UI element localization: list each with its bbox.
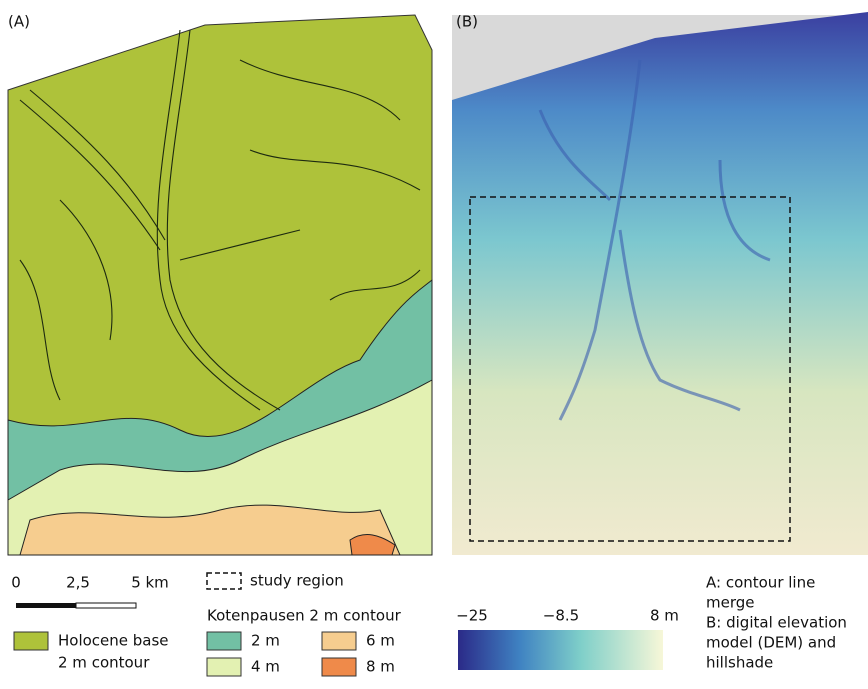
legend-swatch bbox=[207, 632, 241, 650]
colorbar-tick-label: 8 m bbox=[650, 607, 679, 625]
panel-a-map bbox=[8, 15, 432, 555]
colorbar-tick-label: −25 bbox=[456, 607, 488, 625]
scale-bar bbox=[76, 603, 136, 608]
legend-swatch bbox=[207, 658, 241, 676]
panel-label: (A) bbox=[8, 13, 30, 31]
panel-b-map bbox=[452, 12, 868, 555]
colorbar-tick-label: −8.5 bbox=[543, 607, 579, 625]
legend-swatch bbox=[322, 658, 356, 676]
caption: hillshade bbox=[706, 654, 773, 672]
scale-label: 2,5 bbox=[66, 574, 90, 592]
panel-label: (B) bbox=[456, 13, 478, 31]
caption: B: digital elevation bbox=[706, 614, 847, 632]
scale-label: 0 bbox=[11, 574, 21, 592]
colorbar bbox=[458, 630, 663, 670]
legend-label: 2 m bbox=[251, 632, 280, 650]
caption: merge bbox=[706, 594, 755, 612]
caption: A: contour line bbox=[706, 574, 815, 592]
legend-title: Kotenpausen 2 m contour bbox=[207, 607, 402, 625]
scale-label: 5 km bbox=[131, 574, 169, 592]
legend-swatch bbox=[322, 632, 356, 650]
figure: (A) (B) 0 2,5 5 km study region Holocene… bbox=[0, 0, 868, 685]
study-region-swatch bbox=[207, 573, 241, 589]
legend-label: 2 m contour bbox=[58, 654, 150, 672]
legend-label: 6 m bbox=[366, 632, 395, 650]
scale-bar bbox=[16, 603, 76, 608]
legend-label: study region bbox=[250, 572, 344, 590]
legend-label: Holocene base bbox=[58, 632, 169, 650]
legend-swatch bbox=[14, 632, 48, 650]
legend-label: 8 m bbox=[366, 658, 395, 676]
legend-label: 4 m bbox=[251, 658, 280, 676]
caption: model (DEM) and bbox=[706, 634, 836, 652]
